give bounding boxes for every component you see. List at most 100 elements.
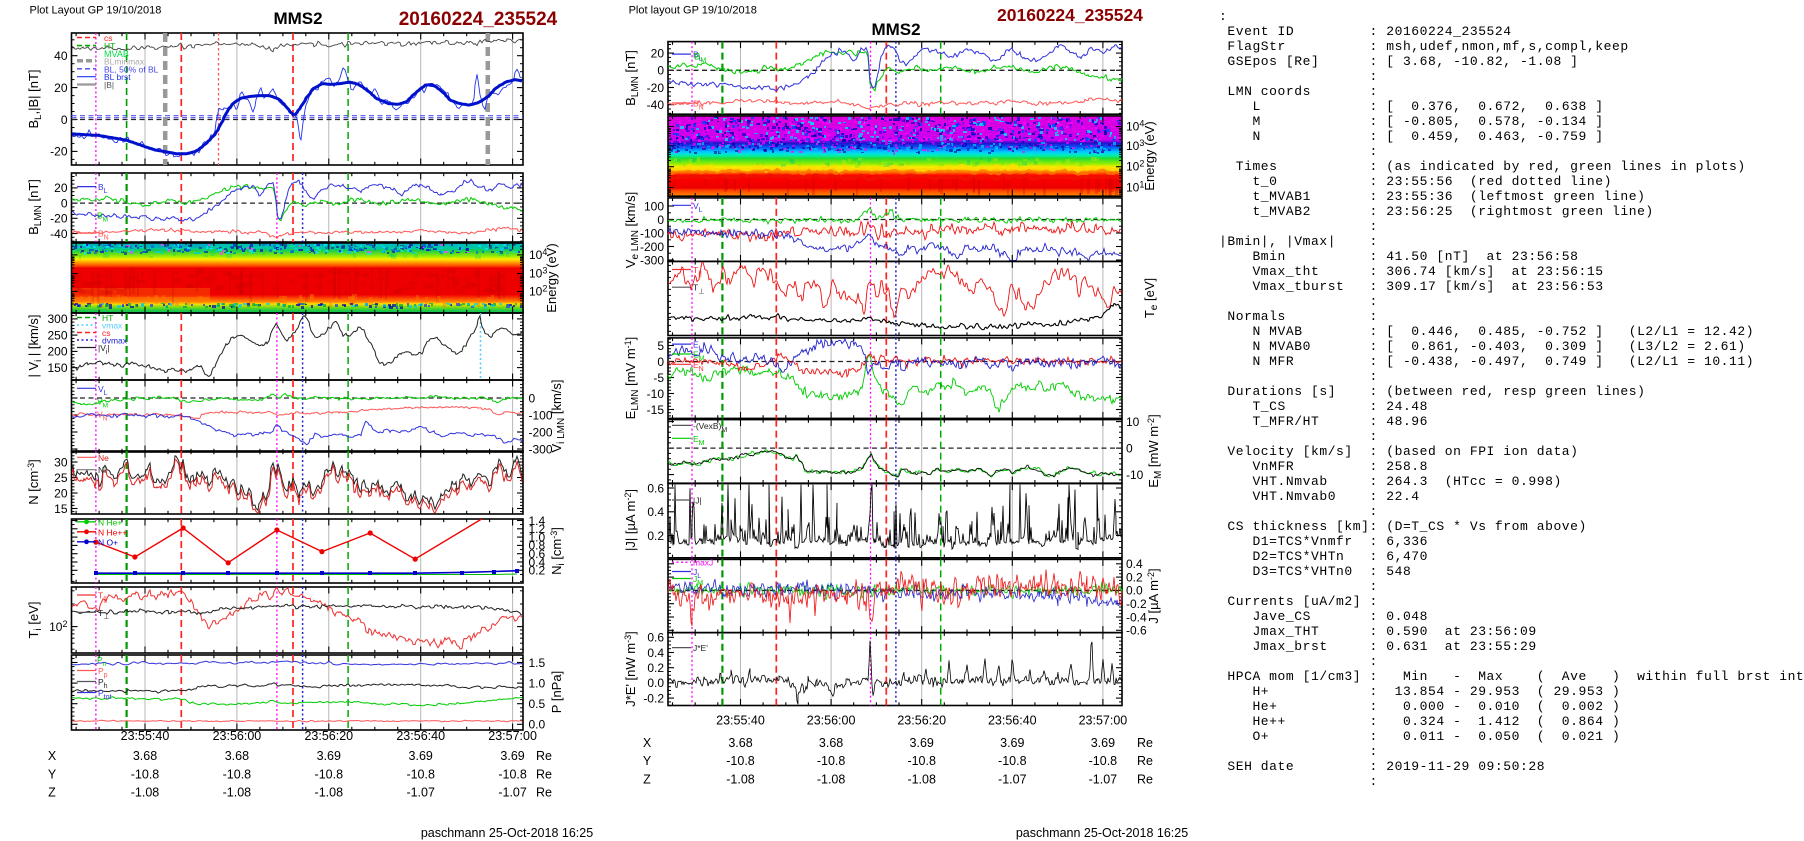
svg-text:3.69: 3.69 [1091, 736, 1115, 750]
svg-text:1.0: 1.0 [529, 530, 546, 544]
svg-text:T||: T|| [693, 265, 702, 278]
svg-text:J*E': J*E' [693, 643, 708, 653]
svg-text:-1.08: -1.08 [726, 772, 755, 786]
svg-text:Re: Re [536, 767, 552, 781]
svg-text:-10: -10 [647, 387, 665, 401]
svg-text:BL brst: BL brst [104, 72, 131, 82]
svg-text:ELMN [mV m-1]: ELMN [mV m-1] [623, 337, 641, 420]
svg-text:Re: Re [1137, 736, 1153, 750]
svg-text:-10.8: -10.8 [726, 754, 755, 768]
svg-text:-10.8: -10.8 [131, 767, 160, 781]
svg-text:-40: -40 [647, 98, 665, 112]
svg-text:-1.07: -1.07 [1089, 772, 1118, 786]
svg-text:-5: -5 [653, 371, 664, 385]
svg-text:0: 0 [657, 213, 664, 227]
svg-text:23:56:00: 23:56:00 [807, 713, 856, 727]
svg-text:maxJ: maxJ [693, 558, 713, 568]
svg-text:23:56:20: 23:56:20 [304, 729, 353, 743]
svg-text:Energy (eV): Energy (eV) [1142, 121, 1157, 190]
svg-text:-10.8: -10.8 [1089, 754, 1118, 768]
svg-text:dvmax: dvmax [102, 336, 128, 346]
svg-text:-1.08: -1.08 [223, 786, 252, 800]
svg-text:23:57:00: 23:57:00 [488, 729, 537, 743]
svg-text:-20: -20 [50, 212, 68, 226]
svg-text:Energy (eV): Energy (eV) [544, 243, 559, 312]
svg-text:100: 100 [644, 199, 664, 213]
svg-text:-10.8: -10.8 [223, 767, 252, 781]
svg-text:BM: BM [694, 52, 706, 65]
svg-text:paschmann 25-Oct-2018 16:25: paschmann 25-Oct-2018 16:25 [421, 826, 593, 840]
svg-text:HT: HT [102, 313, 113, 323]
svg-text:23:56:40: 23:56:40 [396, 729, 445, 743]
svg-text:20: 20 [54, 486, 68, 500]
svg-text:-1.08: -1.08 [817, 772, 846, 786]
svg-text:0: 0 [657, 64, 664, 78]
svg-text:EM [mW m-2]: EM [mW m-2] [1146, 414, 1164, 487]
svg-text:0: 0 [657, 355, 664, 369]
svg-text:23:55:40: 23:55:40 [716, 713, 765, 727]
svg-text:25: 25 [54, 471, 68, 485]
svg-text:0.4: 0.4 [1126, 557, 1143, 571]
svg-text:T||: T|| [98, 591, 107, 604]
svg-text:EN: EN [693, 360, 704, 373]
svg-text:N He+: N He+ [98, 517, 122, 527]
svg-text:0.2: 0.2 [1126, 570, 1143, 584]
svg-text:BLminmax: BLminmax [104, 56, 145, 66]
svg-text:-0.2: -0.2 [643, 691, 664, 705]
svg-text:N He++: N He++ [98, 527, 127, 537]
svg-text:Z: Z [48, 786, 56, 800]
svg-text:Y: Y [48, 767, 57, 781]
svg-text:|J|: |J| [693, 496, 702, 506]
svg-text:20: 20 [651, 46, 665, 60]
svg-text:JM: JM [693, 574, 703, 587]
svg-text:Te [eV]: Te [eV] [1142, 278, 1160, 318]
svg-text:Plot Layout GP 19/10/2018: Plot Layout GP 19/10/2018 [30, 5, 162, 17]
svg-text:-0.2: -0.2 [1126, 597, 1147, 611]
svg-text:0.0: 0.0 [647, 676, 664, 690]
svg-text:300: 300 [47, 312, 67, 326]
svg-text:-1.08: -1.08 [315, 786, 344, 800]
svg-text:-10.8: -10.8 [315, 767, 344, 781]
svg-text:3.68: 3.68 [728, 736, 752, 750]
svg-text:0.6: 0.6 [647, 481, 664, 495]
svg-text:23:56:20: 23:56:20 [897, 713, 946, 727]
svg-text:3.68: 3.68 [819, 736, 843, 750]
svg-text:0.2: 0.2 [647, 529, 664, 543]
svg-text:3.69: 3.69 [500, 749, 524, 763]
svg-text:-10.8: -10.8 [907, 754, 936, 768]
svg-text:3.69: 3.69 [317, 749, 341, 763]
svg-text:0: 0 [529, 391, 536, 405]
svg-text:Ve LMN [km/s]: Ve LMN [km/s] [623, 192, 641, 268]
svg-text:EM: EM [693, 434, 705, 447]
svg-text:3.68: 3.68 [133, 749, 157, 763]
svg-text:HT: HT [104, 41, 115, 51]
svg-text:-100: -100 [640, 226, 664, 240]
svg-text:-1.08: -1.08 [131, 786, 160, 800]
svg-text:20160224_235524: 20160224_235524 [399, 9, 558, 30]
svg-text:BL, 50% of BL: BL, 50% of BL [104, 64, 159, 74]
svg-text:MMS2: MMS2 [273, 9, 322, 28]
svg-text:10: 10 [1126, 415, 1140, 429]
svg-text:0: 0 [1126, 441, 1133, 455]
svg-text:-0.6: -0.6 [1126, 624, 1147, 638]
svg-text:0.0: 0.0 [529, 718, 546, 732]
svg-text:J*E' [nW m-3]: J*E' [nW m-3] [623, 631, 638, 707]
svg-text:JL: JL [693, 567, 701, 580]
svg-text:Z: Z [643, 772, 651, 786]
svg-text:X: X [643, 736, 652, 750]
svg-text:-40: -40 [50, 227, 68, 241]
svg-text:cs: cs [104, 33, 113, 43]
svg-text:0.4: 0.4 [647, 646, 664, 660]
svg-text:23:56:00: 23:56:00 [213, 729, 262, 743]
svg-text:0.4: 0.4 [647, 505, 664, 519]
svg-text:Ni [cm-3]: Ni [cm-3] [549, 527, 567, 575]
svg-text:-1.08: -1.08 [907, 772, 936, 786]
svg-text:BN: BN [693, 99, 704, 112]
svg-text:20160224_235524: 20160224_235524 [997, 5, 1143, 25]
svg-text:-0.4: -0.4 [1126, 610, 1147, 624]
svg-text:BN: BN [98, 229, 109, 242]
svg-text:-10.8: -10.8 [998, 754, 1027, 768]
svg-text:0.6: 0.6 [647, 631, 664, 645]
svg-text:Y: Y [643, 754, 652, 768]
svg-text:23:55:40: 23:55:40 [121, 729, 170, 743]
